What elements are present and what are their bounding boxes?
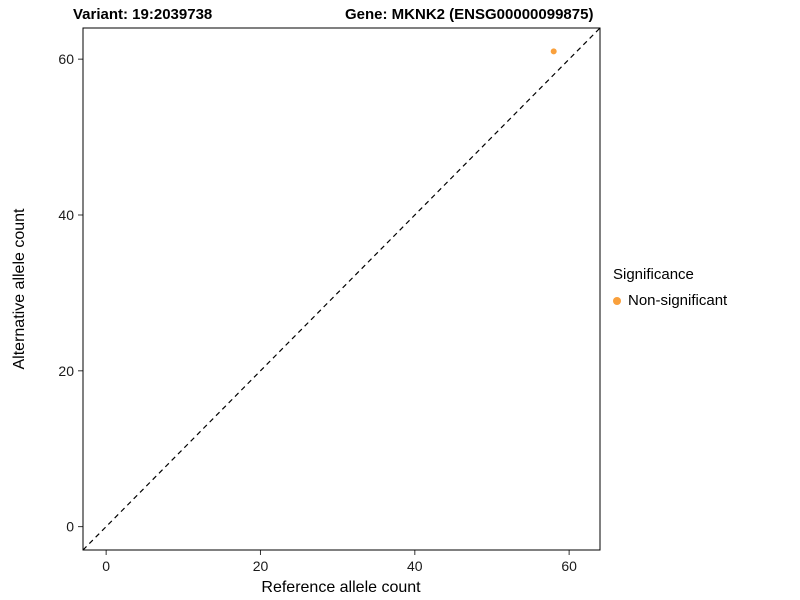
y-tick-label: 60 — [58, 51, 74, 67]
legend: Significance Non-significant — [613, 266, 727, 310]
y-tick-label: 40 — [58, 207, 74, 223]
x-tick-label: 40 — [407, 558, 423, 574]
legend-entry: Non-significant — [613, 292, 727, 310]
x-tick-label: 0 — [102, 558, 110, 574]
y-tick-label: 20 — [58, 363, 74, 379]
identity-line — [82, 27, 601, 551]
legend-entry-label: Non-significant — [628, 292, 728, 309]
panel-border — [82, 27, 601, 551]
legend-swatch — [613, 297, 621, 305]
y-axis-label: Alternative allele count — [11, 208, 28, 370]
legend-title: Significance — [613, 266, 694, 283]
y-tick-label: 0 — [66, 519, 74, 535]
chart-title-variant: Variant: 19:2039738 — [73, 6, 212, 23]
x-tick-label: 20 — [253, 558, 269, 574]
data-point — [550, 48, 557, 55]
chart-title-gene: Gene: MKNK2 (ENSG00000099875) — [345, 6, 593, 23]
x-tick-label: 60 — [561, 558, 577, 574]
x-axis-label: Reference allele count — [261, 579, 421, 596]
plot-panel: 0 20 40 60 0 20 40 60 — [58, 27, 601, 574]
